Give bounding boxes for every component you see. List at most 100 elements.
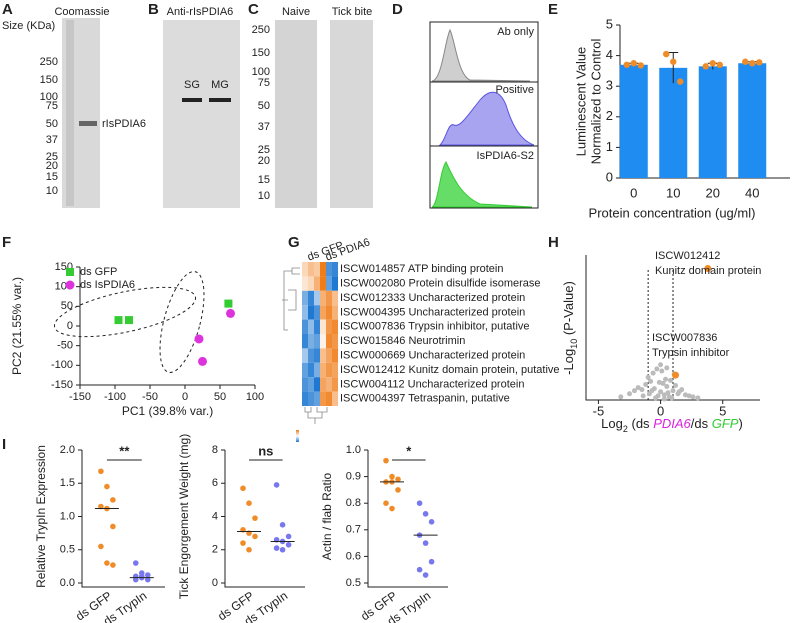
data-point	[653, 395, 659, 401]
data-point	[125, 316, 133, 325]
y-tick-label: 0.5	[346, 577, 361, 589]
data-point	[285, 533, 292, 540]
data-point	[198, 356, 207, 366]
heatmap-cell	[308, 348, 314, 363]
heatmap-cell	[332, 391, 338, 406]
data-point	[416, 500, 423, 507]
y-tick-label: 2	[212, 544, 218, 556]
column-label: ds PDIA6	[324, 236, 372, 263]
x-tick-label: 40	[745, 185, 759, 200]
data-point	[98, 503, 104, 510]
y-tick-label: 1.0	[60, 510, 75, 522]
label-part: 10	[569, 339, 579, 349]
data-point	[661, 396, 667, 402]
bar	[738, 63, 767, 178]
data-point	[663, 50, 670, 58]
heatmap-cell	[308, 377, 314, 392]
heatmap-cell	[326, 362, 332, 378]
data-point	[383, 457, 389, 464]
data-point	[671, 371, 679, 379]
x-tick-label: -100	[104, 391, 126, 403]
heatmap-cell	[302, 319, 308, 334]
y-axis-label: Actin / flab Ratio	[320, 472, 334, 560]
data-point	[285, 541, 292, 548]
heatmap-cell	[326, 319, 332, 334]
x-tick-label: 5	[719, 403, 726, 418]
axis	[585, 255, 760, 401]
x-axis-label: PC1 (39.8% var.)	[122, 404, 213, 418]
heatmap-cell	[302, 276, 308, 291]
y-tick-label: 2.0	[60, 444, 75, 456]
ladder-label: 10	[258, 190, 270, 202]
data-point	[389, 505, 395, 512]
heatmap-cell	[314, 290, 320, 306]
data-point	[664, 384, 670, 390]
data-point	[110, 497, 116, 503]
heatmap-cell	[314, 334, 320, 349]
ladder-label: 50	[258, 100, 270, 112]
data-point	[240, 485, 246, 492]
data-point	[246, 500, 252, 507]
data-point	[98, 543, 104, 550]
legend-marker	[65, 280, 75, 290]
label-part: -Log	[561, 349, 576, 375]
lane-label: MG	[211, 79, 229, 91]
data-point	[110, 562, 116, 568]
heatmap-cell	[314, 276, 320, 291]
annotation: Trypsin inhibitor	[652, 347, 730, 359]
data-point	[654, 366, 660, 372]
data-point	[749, 60, 756, 67]
data-point	[618, 394, 624, 400]
axis	[81, 450, 165, 588]
colorbar	[296, 430, 299, 442]
heatmap-cell	[320, 262, 326, 277]
row-label: ISCW002080 Protein disulfide isomerase	[340, 278, 541, 290]
y-tick-label: 0.0	[60, 577, 75, 589]
ladder-label: 250	[252, 24, 270, 36]
blot-image	[163, 20, 240, 208]
heatmap-cell	[314, 377, 320, 392]
legend-label: ds GFP	[80, 266, 117, 278]
data-point	[742, 58, 749, 65]
data-point	[194, 334, 204, 344]
y-tick-label: 6	[212, 477, 218, 489]
data-point	[664, 365, 670, 371]
data-point	[623, 61, 630, 68]
panel-label: G	[288, 234, 300, 251]
histogram-label: Positive	[495, 84, 534, 96]
heatmap-cell	[320, 377, 326, 392]
lane-label: SG	[184, 79, 200, 91]
y-axis-label: Relative TrypIn Expression	[34, 445, 48, 588]
data-point	[658, 389, 664, 395]
data-point	[670, 388, 676, 394]
label-part: Log	[601, 416, 623, 431]
ladder-label: 250	[40, 56, 58, 68]
group-ellipse	[53, 286, 197, 338]
heatmap-cell	[332, 290, 338, 306]
ladder-label: 100	[40, 91, 58, 103]
y-axis-label: PC2 (21.55% var.)	[10, 277, 24, 375]
row-label: ISCW014857 ATP binding protein	[340, 263, 503, 275]
heatmap-cell	[302, 348, 308, 363]
heatmap-cell	[308, 276, 314, 291]
y-axis-label: Normalized to Control	[588, 39, 603, 165]
ladder-label: 100	[252, 66, 270, 78]
data-point	[665, 390, 671, 396]
heatmap-cell	[302, 334, 308, 349]
data-point	[240, 540, 246, 546]
x-axis-label: Protein concentration (ug/ml)	[589, 205, 756, 220]
panel-title: Naive	[282, 6, 310, 18]
y-tick-label: 4	[606, 47, 613, 62]
x-tick-label: 0	[630, 185, 637, 200]
heatmap-cell	[308, 305, 314, 320]
y-tick-label: -50	[57, 340, 73, 352]
heatmap-cell	[308, 262, 314, 277]
heatmap-cell	[326, 377, 332, 392]
data-point	[672, 383, 678, 388]
flow-frame	[429, 21, 539, 209]
heatmap-cell	[326, 290, 332, 306]
data-point	[132, 576, 139, 583]
data-point	[110, 523, 116, 530]
label-part: PDIA6	[653, 416, 691, 431]
data-point	[226, 308, 235, 318]
